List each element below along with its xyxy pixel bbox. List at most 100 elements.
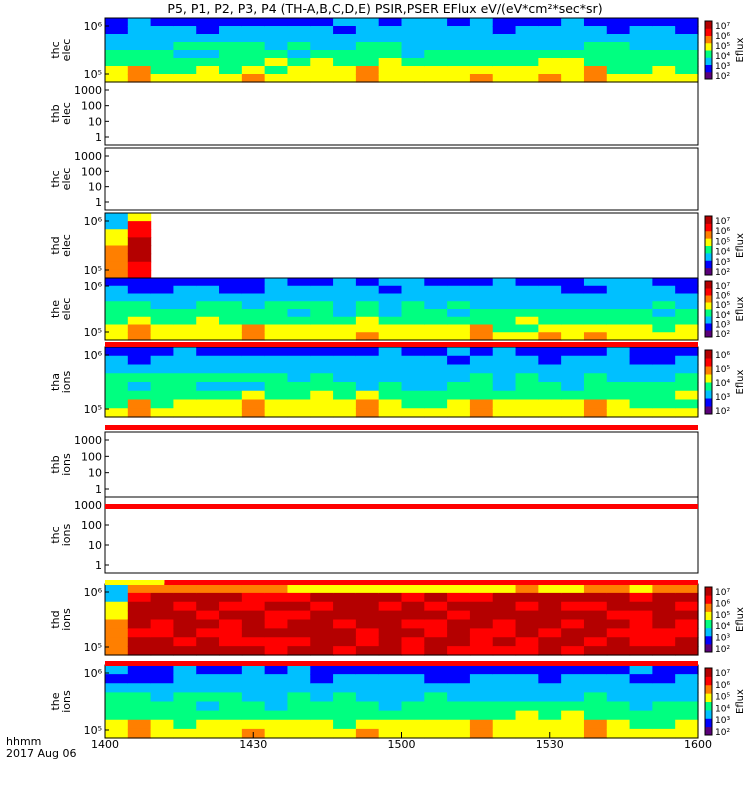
colorbar-segment — [705, 668, 712, 677]
heatmap-cell — [675, 399, 699, 409]
heatmap-cell — [492, 355, 517, 366]
heatmap-cell — [424, 646, 448, 656]
panel: thcelec 1 10 100 1000 — [49, 147, 699, 211]
heatmap-cell — [447, 728, 471, 739]
heatmap-cell — [675, 50, 699, 59]
heatmap-cell — [378, 701, 403, 712]
heatmap-cell — [264, 601, 289, 612]
heatmap-cell — [378, 347, 403, 357]
heatmap-cell — [173, 316, 197, 326]
heatmap-cell — [173, 293, 197, 302]
heatmap-cell — [401, 58, 425, 67]
heatmap-cell — [127, 719, 152, 730]
heatmap-cell — [469, 710, 494, 721]
heatmap-cell — [561, 683, 585, 693]
heatmap-cell — [401, 619, 425, 629]
heatmap-cell — [219, 674, 243, 684]
heatmap-cell — [424, 710, 448, 721]
heatmap-cell — [333, 278, 357, 287]
colorbar-segment — [705, 260, 712, 269]
heatmap-cell — [401, 584, 425, 594]
heatmap-cell — [675, 301, 699, 310]
heatmap-cell — [127, 301, 152, 310]
y-tick-label: 1000 — [74, 150, 102, 163]
y-tick-label: 10⁶ — [84, 586, 103, 599]
heatmap-cell — [264, 309, 289, 318]
heatmap-cell — [241, 584, 266, 594]
heatmap-cell — [173, 50, 197, 59]
heatmap-cell — [241, 592, 266, 603]
heatmap-cell — [150, 683, 175, 693]
heatmap-cell — [105, 584, 129, 594]
heatmap-cell — [310, 42, 334, 51]
heatmap-cell — [492, 728, 517, 739]
heatmap-cell — [583, 324, 608, 333]
heatmap-cell — [173, 584, 197, 594]
heatmap-cell — [127, 221, 152, 230]
heatmap-cell — [629, 293, 653, 302]
heatmap-cell — [629, 390, 653, 401]
heatmap-cell — [219, 382, 243, 392]
heatmap-cell — [173, 373, 197, 383]
heatmap-cell — [127, 584, 152, 594]
heatmap-cell — [629, 278, 653, 287]
heatmap-cell — [675, 373, 699, 383]
colorbar-segment — [705, 330, 712, 338]
heatmap-cell — [492, 34, 517, 43]
heatmap-cell — [515, 674, 539, 684]
heatmap-cell — [515, 58, 539, 67]
heatmap-cell — [401, 50, 425, 59]
heatmap-cell — [241, 332, 266, 341]
heatmap-cell — [378, 674, 403, 684]
heatmap-cell — [241, 692, 266, 703]
heatmap-cell — [105, 58, 129, 67]
heatmap-cell — [355, 58, 380, 67]
heatmap-cell — [606, 584, 631, 594]
heatmap-cell — [492, 332, 517, 341]
heatmap-cell — [561, 610, 585, 621]
heatmap-cell — [219, 324, 243, 333]
heatmap-cell — [219, 18, 243, 27]
heatmap-cell — [150, 408, 175, 418]
heatmap-cell — [652, 293, 676, 302]
heatmap-cell — [652, 628, 676, 638]
heatmap-cell — [173, 390, 197, 401]
heatmap-cell — [127, 628, 152, 638]
heatmap-cell — [629, 610, 653, 621]
x-tick-label: 1430 — [239, 738, 267, 751]
heatmap-cell — [469, 592, 494, 603]
heatmap-cell — [629, 692, 653, 703]
heatmap-cell — [196, 74, 220, 83]
colorbar-tick-label: 10⁵ — [715, 365, 730, 375]
y-tick-label: 10 — [88, 539, 102, 552]
heatmap-cell — [333, 26, 357, 35]
heatmap-cell — [333, 285, 357, 295]
heatmap-cell — [196, 316, 220, 326]
heatmap-cell — [447, 382, 471, 392]
heatmap-cell — [219, 728, 243, 739]
heatmap-cell — [355, 42, 380, 51]
heatmap-cell — [492, 18, 517, 27]
heatmap-cell — [219, 719, 243, 730]
panel-label-line: thc — [49, 41, 62, 58]
heatmap-cell — [219, 309, 243, 318]
panel-label-line: ions — [60, 523, 73, 546]
y-tick-label: 1000 — [74, 84, 102, 97]
heatmap-cell — [219, 601, 243, 612]
heatmap-cell — [561, 701, 585, 712]
heatmap-cell — [241, 34, 266, 43]
heatmap-cell — [150, 50, 175, 59]
heatmap-cell — [515, 278, 539, 287]
heatmap-cell — [264, 58, 289, 67]
heatmap-cell — [629, 408, 653, 418]
heatmap-cell — [447, 58, 471, 67]
heatmap-cell — [378, 301, 403, 310]
heatmap-cell — [287, 646, 311, 656]
heatmap-cell — [424, 584, 448, 594]
heatmap-cell — [561, 619, 585, 629]
heatmap-cell — [492, 301, 517, 310]
heatmap-cell — [424, 610, 448, 621]
heatmap-cell — [173, 278, 197, 287]
heatmap-cell — [424, 683, 448, 693]
